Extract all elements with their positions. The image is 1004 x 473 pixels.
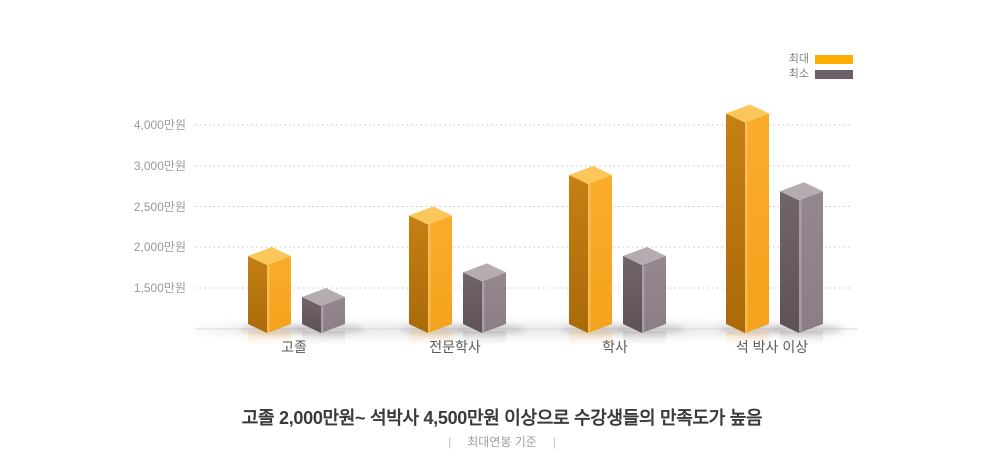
bar-max-1 [409,206,452,333]
legend-label-min: 최소 [788,68,809,80]
y-axis-tick-label: 3,000만원 [133,159,186,173]
subtitle-text: 최대연봉 기준 [467,435,537,449]
legend-swatch-max [815,55,853,64]
bar-min-0 [302,288,345,333]
x-axis-category-label: 학사 [602,339,628,355]
y-axis-tick-label: 2,500만원 [133,199,186,214]
y-axis-tick-label: 2,000만원 [133,240,186,254]
chart-legend: 최대 최소 [789,53,853,83]
bar-max-0 [248,247,291,333]
legend-label-max: 최대 [788,53,809,65]
y-axis-tick-label: 1,500만원 [133,281,186,295]
x-axis-category-label: 고졸 [281,339,307,355]
bar-min-2 [623,247,666,333]
bar-min-3 [780,182,823,333]
legend-swatch-min [815,70,853,79]
legend-item-max: 최대 [789,53,853,66]
legend-item-min: 최소 [789,68,853,81]
subtitle-right-divider: | [552,435,556,449]
x-axis-category-label: 전문학사 [429,339,481,355]
x-axis-category-label: 석 박사 이상 [735,339,809,355]
y-axis-tick-label: 4,000만원 [133,118,186,132]
subtitle-left-divider: | [448,435,452,449]
bar-max-2 [569,166,612,333]
caption-title: 고졸 2,000만원~ 석박사 4,500만원 이상으로 수강생들의 만족도가 … [241,408,763,428]
bar-max-3 [726,104,769,333]
caption-subtitle: | 최대연봉 기준 | [0,433,1004,450]
bar-min-1 [463,263,506,333]
